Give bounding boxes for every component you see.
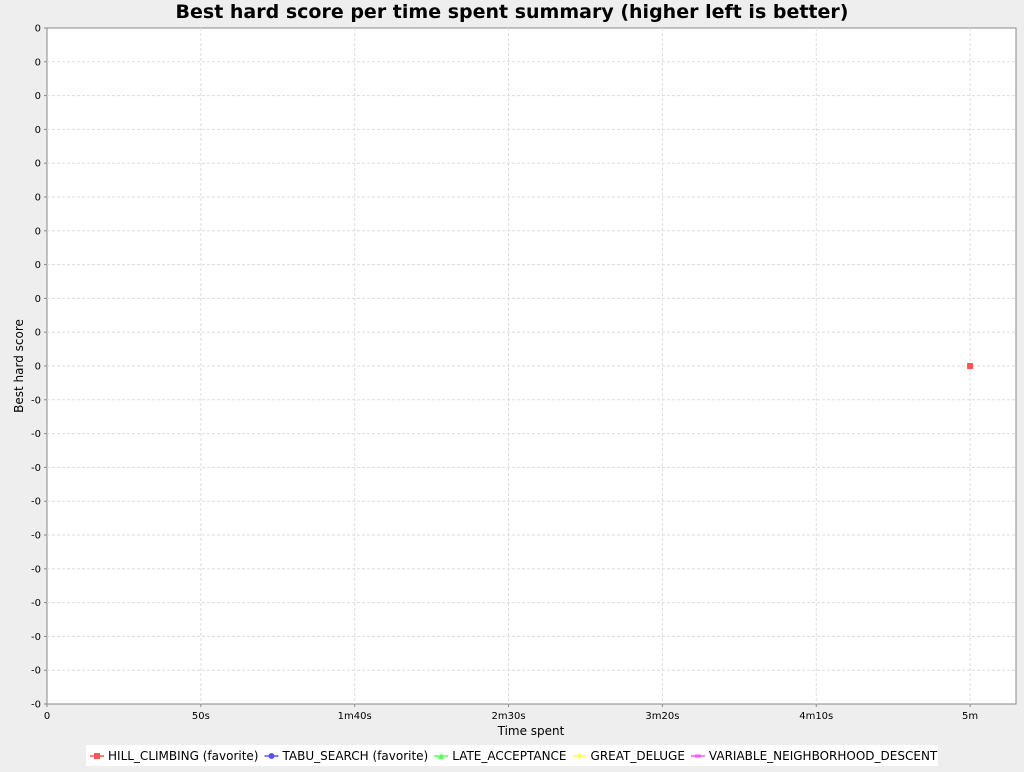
legend-label: TABU_SEARCH (favorite) bbox=[282, 749, 429, 763]
legend-label: GREAT_DELUGE bbox=[591, 749, 685, 763]
y-tick-label: -0 bbox=[31, 700, 41, 711]
legend-label: VARIABLE_NEIGHBORHOOD_DESCENT bbox=[709, 749, 938, 763]
x-axis-label: Time spent bbox=[497, 724, 565, 738]
data-points bbox=[967, 363, 974, 369]
y-tick-label: -0 bbox=[31, 429, 41, 440]
y-axis-label: Best hard score bbox=[12, 319, 26, 413]
y-tick-label: 0 bbox=[35, 193, 41, 204]
y-tick-label: -0 bbox=[31, 497, 41, 508]
y-tick-label: -0 bbox=[31, 564, 41, 575]
legend: HILL_CLIMBING (favorite) TABU_SEARCH (fav… bbox=[90, 749, 938, 763]
y-tick-label: -0 bbox=[31, 632, 41, 643]
chart-title: Best hard score per time spent summary (… bbox=[176, 1, 849, 23]
x-tick-label: 50s bbox=[192, 711, 210, 722]
y-tick-label: 0 bbox=[35, 125, 41, 136]
legend-item: HILL_CLIMBING (favorite) bbox=[90, 749, 259, 763]
y-tick-label: 0 bbox=[35, 24, 41, 35]
legend-item: GREAT_DELUGE bbox=[572, 749, 685, 763]
legend-box bbox=[86, 745, 938, 766]
legend-item: TABU_SEARCH (favorite) bbox=[264, 749, 429, 763]
legend-item: LATE_ACCEPTANCE bbox=[434, 749, 567, 763]
legend-label: HILL_CLIMBING (favorite) bbox=[108, 749, 259, 763]
y-tick-label: 0 bbox=[35, 159, 41, 170]
y-tick-label: -0 bbox=[31, 531, 41, 542]
x-tick-label: 4m10s bbox=[799, 711, 833, 722]
x-tick-label: 3m20s bbox=[645, 711, 679, 722]
y-tick-label: -0 bbox=[31, 463, 41, 474]
y-tick-label: 0 bbox=[35, 91, 41, 102]
x-tick-label: 0 bbox=[44, 711, 50, 722]
y-tick-label: 0 bbox=[35, 294, 41, 305]
y-tick-label: 0 bbox=[35, 328, 41, 339]
x-tick-label: 2m30s bbox=[492, 711, 526, 722]
legend-label: LATE_ACCEPTANCE bbox=[452, 749, 566, 763]
legend-marker bbox=[694, 754, 701, 758]
legend-marker bbox=[268, 753, 275, 759]
y-tick-label: -0 bbox=[31, 395, 41, 406]
y-tick-label: 0 bbox=[35, 260, 41, 271]
x-tick-label: 1m40s bbox=[338, 711, 372, 722]
legend-marker bbox=[576, 753, 583, 759]
y-axis-ticks: 0 0 0 0 0 0 0 0 0 0 0 -0 -0 -0 -0 -0 -0 -0 -0 -0 -0 bbox=[31, 24, 47, 711]
legend-item: VARIABLE_NEIGHBORHOOD_DESCENT bbox=[690, 749, 938, 763]
grid-lines bbox=[47, 28, 1016, 704]
data-point bbox=[967, 363, 974, 369]
legend-marker bbox=[94, 753, 100, 759]
y-tick-label: 0 bbox=[35, 226, 41, 237]
y-tick-label: -0 bbox=[31, 666, 41, 677]
legend-marker bbox=[438, 753, 445, 759]
y-tick-label: -0 bbox=[31, 598, 41, 609]
x-tick-label: 5m bbox=[962, 711, 978, 722]
y-tick-label: 0 bbox=[35, 57, 41, 68]
x-axis-ticks: 0 50s 1m40s 2m30s 3m20s 4m10s 5m bbox=[44, 704, 978, 722]
y-tick-label: 0 bbox=[35, 362, 41, 373]
